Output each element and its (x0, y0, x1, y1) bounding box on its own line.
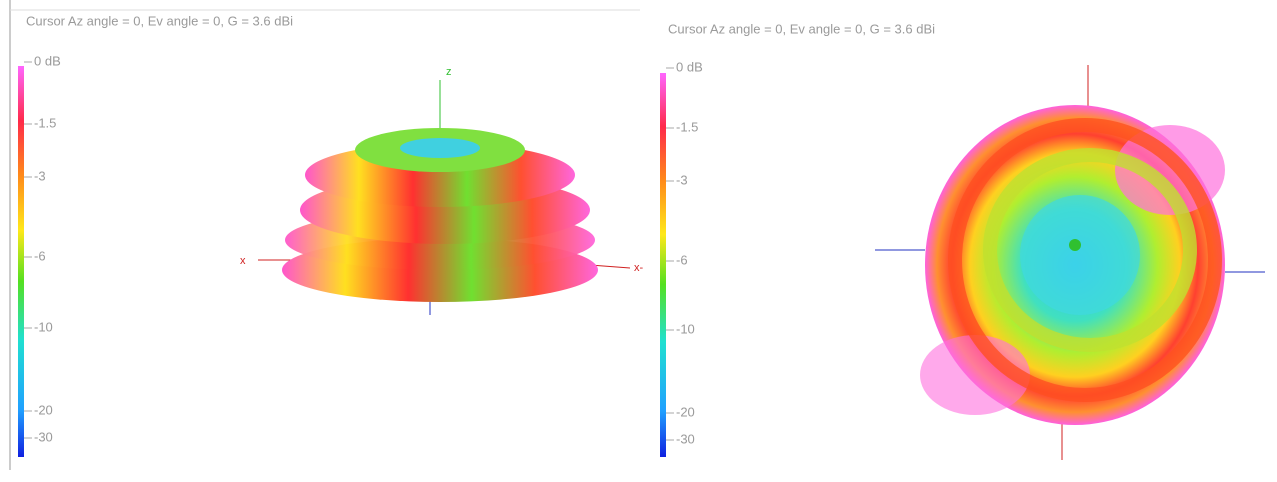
scale-label: 0 dB (676, 59, 703, 74)
scale-label: -10 (676, 321, 695, 336)
ring (983, 148, 1197, 352)
scale-label: -3 (34, 168, 46, 183)
origin (1069, 239, 1081, 251)
cursor-readout: Cursor Az angle = 0, Ev angle = 0, G = 3… (26, 13, 293, 28)
scale-label: -3 (676, 172, 688, 187)
x-axis (589, 264, 631, 269)
lobe (400, 138, 480, 158)
axis-label: z (446, 66, 452, 78)
axis-label: x- (634, 262, 644, 274)
ring (948, 118, 1222, 402)
color-scale (18, 66, 24, 457)
scale-label: -30 (676, 431, 695, 446)
scale-label: -1.5 (34, 115, 56, 130)
axis-label: x (240, 255, 246, 267)
scale-label: -1.5 (676, 119, 698, 134)
scale-label: -20 (676, 404, 695, 419)
scale-label: -6 (34, 248, 46, 263)
pattern-3d: z x x- (240, 66, 644, 315)
scale-label: -6 (676, 252, 688, 267)
pattern-top (875, 65, 1265, 460)
scale-label: -10 (34, 319, 53, 334)
scale-label: -20 (34, 402, 53, 417)
color-scale (660, 73, 666, 457)
core (1020, 195, 1140, 315)
cursor-readout: Cursor Az angle = 0, Ev angle = 0, G = 3… (668, 21, 935, 36)
scale-label: -30 (34, 429, 53, 444)
scale-label: 0 dB (34, 53, 61, 68)
